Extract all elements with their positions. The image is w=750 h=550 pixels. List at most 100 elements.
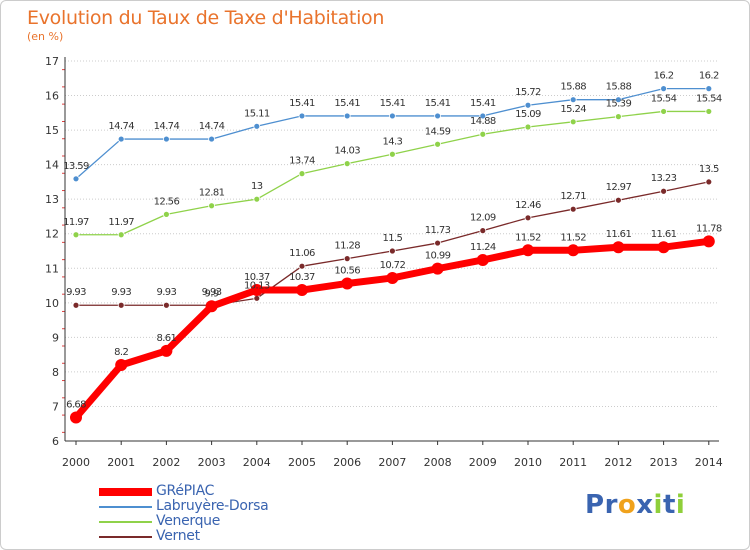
data-label: 15.09	[515, 109, 541, 120]
data-point	[296, 284, 308, 297]
y-tick-label: 8	[52, 366, 59, 379]
data-point	[705, 108, 713, 115]
data-label: 11.61	[651, 229, 677, 240]
data-point	[343, 112, 351, 120]
data-point	[479, 112, 487, 120]
y-tick-label: 9	[52, 331, 59, 344]
x-tick-label: 2003	[198, 456, 226, 469]
data-label: 11.28	[334, 241, 360, 252]
data-label: 11.52	[560, 232, 586, 243]
data-labels: 13.59 14.74 14.74 14.74 15.11 15.41 15.41 15.41…	[63, 71, 722, 411]
series	[70, 85, 715, 424]
data-label: 12.46	[515, 200, 541, 211]
x-tick-label: 2011	[559, 456, 587, 469]
data-label: 8.2	[114, 347, 128, 358]
y-tick-label: 16	[45, 90, 59, 103]
data-point	[479, 130, 487, 138]
grid	[65, 60, 719, 407]
data-point	[569, 118, 577, 126]
data-label: 15.39	[606, 99, 632, 110]
data-point	[434, 239, 442, 247]
data-label: 11.97	[63, 217, 89, 228]
data-label: 10.13	[244, 280, 270, 291]
data-point	[388, 150, 396, 158]
data-label: 12.71	[560, 191, 586, 202]
axes: 6 7 8 9 10 11 12 13 14 15 16 17 2000 2001 2002 2003 2004…	[45, 55, 723, 469]
data-point	[70, 411, 82, 424]
data-point	[72, 231, 80, 239]
data-label: 16.2	[654, 71, 674, 82]
data-label: 8.61	[156, 333, 176, 344]
x-tick-label: 2010	[514, 456, 542, 469]
data-point	[524, 123, 532, 131]
data-label: 15.24	[560, 104, 586, 115]
legend-swatch	[99, 536, 152, 538]
x-tick-label: 2005	[288, 456, 316, 469]
data-point	[569, 96, 577, 104]
data-point	[72, 175, 80, 183]
data-point	[253, 195, 261, 203]
data-label: 11.06	[289, 248, 315, 259]
data-point	[162, 210, 170, 218]
data-label: 14.74	[154, 121, 180, 132]
data-point	[702, 235, 715, 248]
logo-letter: i	[675, 490, 686, 520]
data-point	[298, 262, 306, 270]
data-label: 15.54	[696, 93, 722, 104]
data-label: 11.5	[382, 233, 402, 244]
x-tick-label: 2004	[243, 456, 271, 469]
data-point	[434, 140, 442, 148]
data-label: 10.37	[289, 272, 315, 283]
legend-label: Labruyère-Dorsa	[156, 498, 269, 514]
data-point	[388, 112, 396, 120]
legend-label: Venerque	[156, 513, 221, 529]
data-point	[615, 96, 622, 104]
data-label: 14.74	[108, 121, 134, 132]
data-label: 15.41	[470, 98, 496, 109]
data-point	[72, 301, 80, 309]
data-label: 13.74	[289, 156, 315, 167]
data-label: 15.41	[380, 98, 406, 109]
data-point	[298, 112, 306, 120]
x-tick-label: 2008	[424, 456, 452, 469]
data-label: 10.72	[380, 260, 406, 271]
data-point	[657, 241, 670, 254]
data-label: 13.59	[63, 161, 89, 172]
data-point	[434, 112, 442, 120]
data-point	[205, 300, 218, 313]
data-label: 9.9	[205, 288, 219, 299]
data-label: 10.99	[425, 251, 451, 262]
data-label: 14.3	[382, 136, 402, 147]
legend-swatch	[99, 488, 152, 496]
data-point	[117, 301, 125, 309]
series-gr-piac	[70, 235, 715, 424]
data-point	[298, 170, 306, 178]
data-point	[615, 113, 622, 121]
data-point	[479, 227, 487, 235]
logo-letter: x	[636, 490, 654, 520]
data-label: 13.5	[699, 164, 719, 175]
data-point	[705, 85, 713, 93]
logo-letter: o	[617, 490, 637, 520]
data-point	[117, 231, 125, 239]
y-tick-label: 15	[45, 124, 59, 137]
series-venerque	[72, 108, 713, 239]
data-point	[253, 122, 261, 130]
x-tick-label: 2014	[695, 456, 723, 469]
y-tick-label: 6	[52, 435, 59, 448]
data-point	[660, 108, 667, 115]
data-label: 16.2	[699, 71, 719, 82]
y-tick-label: 14	[45, 159, 59, 172]
data-label: 13	[251, 181, 263, 192]
x-tick-label: 2002	[152, 456, 180, 469]
logo-letter: P	[585, 490, 605, 520]
y-tick-label: 10	[45, 297, 59, 310]
x-tick-label: 2009	[469, 456, 497, 469]
data-point	[705, 178, 713, 186]
data-point	[250, 284, 263, 297]
data-label: 13.23	[651, 173, 677, 184]
data-label: 15.11	[244, 108, 270, 119]
data-label: 12.09	[470, 213, 496, 224]
data-label: 15.88	[606, 82, 632, 93]
